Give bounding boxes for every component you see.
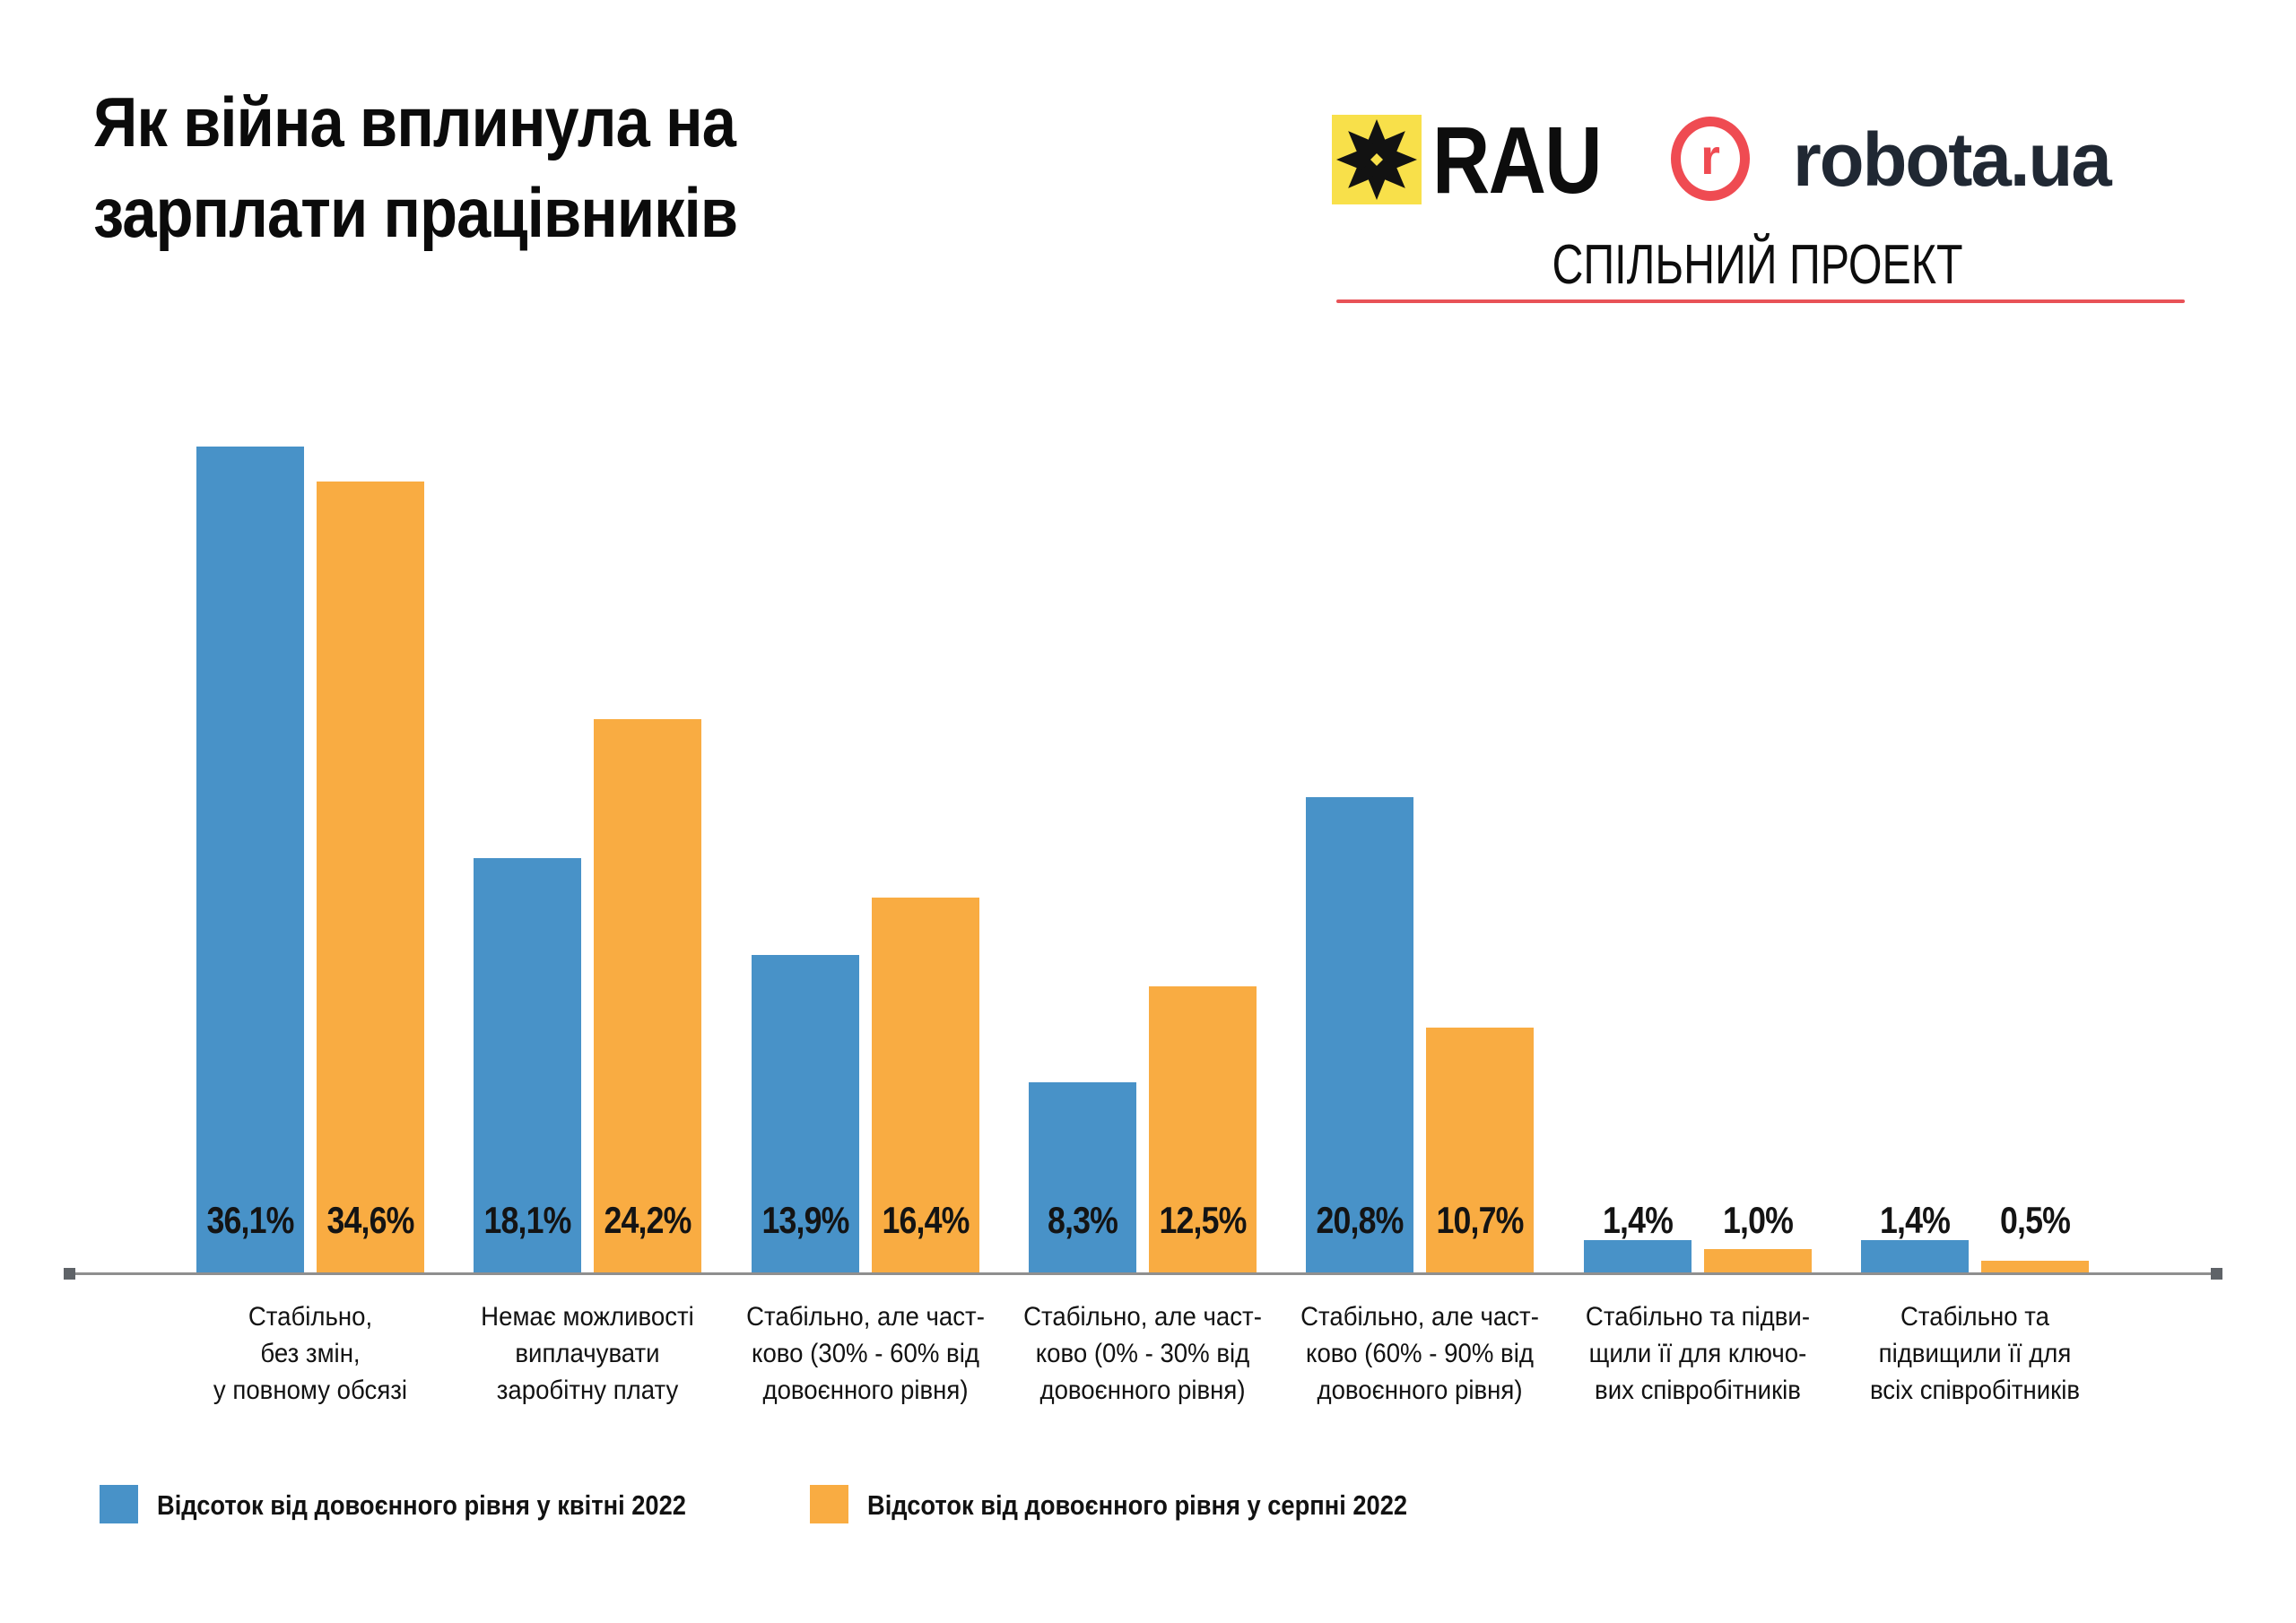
bar-value-label: 16,4% [882, 1199, 970, 1241]
bar-august [1426, 1028, 1534, 1272]
x-axis-line [69, 1272, 2222, 1275]
category-label: Стабільно та підвищили її для всіх співр… [1869, 1302, 2081, 1405]
legend-swatch-august [810, 1485, 848, 1523]
legend-label-april: Відсоток від довоєнного рівня у квітні 2… [157, 1489, 686, 1521]
bar-august [1704, 1249, 1812, 1272]
robota-logo-text: robota.ua [1793, 117, 2112, 202]
category-label: Стабільно, але част- ково (0% - 30% від … [1023, 1302, 1262, 1405]
page-title: Як війна вплинула на зарплати працівникі… [93, 82, 738, 252]
bar-value-label: 18,1% [483, 1199, 572, 1241]
legend-swatch-april [100, 1485, 138, 1523]
bar-value-label: 24,2% [604, 1199, 692, 1241]
bar-value-label: 36,1% [206, 1199, 295, 1241]
category-label: Стабільно, але част- ково (30% - 60% від… [746, 1302, 985, 1405]
category-label: Немає можливості виплачувати заробітну п… [481, 1302, 694, 1405]
bar-value-label: 10,7% [1436, 1199, 1525, 1241]
bar-april [1029, 1082, 1136, 1272]
bar-april [1861, 1240, 1969, 1272]
bar-april [1584, 1240, 1692, 1272]
rau-logo-text: RAU [1432, 108, 1603, 213]
bar-april [474, 858, 581, 1272]
bar-value-label: 0,5% [2000, 1199, 2071, 1241]
bar-value-label: 1,4% [1880, 1199, 1951, 1241]
category-label: Стабільно, але част- ково (60% - 90% від… [1300, 1302, 1539, 1405]
bar-april [1306, 797, 1413, 1272]
category-label: Стабільно, без змін, у повному обсязі [213, 1302, 408, 1405]
bar-value-label: 20,8% [1316, 1199, 1405, 1241]
axis-end-left [64, 1268, 75, 1280]
legend-label-august: Відсоток від довоєнного рівня у серпні 2… [867, 1489, 1408, 1521]
bar-value-label: 1,4% [1603, 1199, 1674, 1241]
bar-april [196, 447, 304, 1272]
bar-value-label: 13,9% [761, 1199, 850, 1241]
bar-august [594, 719, 701, 1272]
bar-value-label: 34,6% [326, 1199, 415, 1241]
bar-april [752, 955, 859, 1272]
bar-august [872, 898, 979, 1272]
robota-r-icon: r [1671, 117, 1750, 201]
brand-block: RAU r robota.ua СПІЛЬНИЙ ПРОЕКТ [1330, 108, 2185, 314]
brand-underline [1336, 299, 2185, 303]
joint-project-subtitle: СПІЛЬНИЙ ПРОЕКТ [1552, 234, 1963, 296]
bar-value-label: 12,5% [1159, 1199, 1248, 1241]
rau-star-icon [1332, 115, 1422, 204]
category-label: Стабільно та підви- щили її для ключо- в… [1585, 1302, 1811, 1405]
bar-value-label: 8,3% [1048, 1199, 1118, 1241]
rau-logo [1332, 115, 1422, 204]
bar-value-label: 1,0% [1723, 1199, 1794, 1241]
bar-august [317, 482, 424, 1272]
axis-end-right [2211, 1268, 2222, 1280]
bar-august [1149, 986, 1257, 1272]
bar-august [1981, 1261, 2089, 1272]
